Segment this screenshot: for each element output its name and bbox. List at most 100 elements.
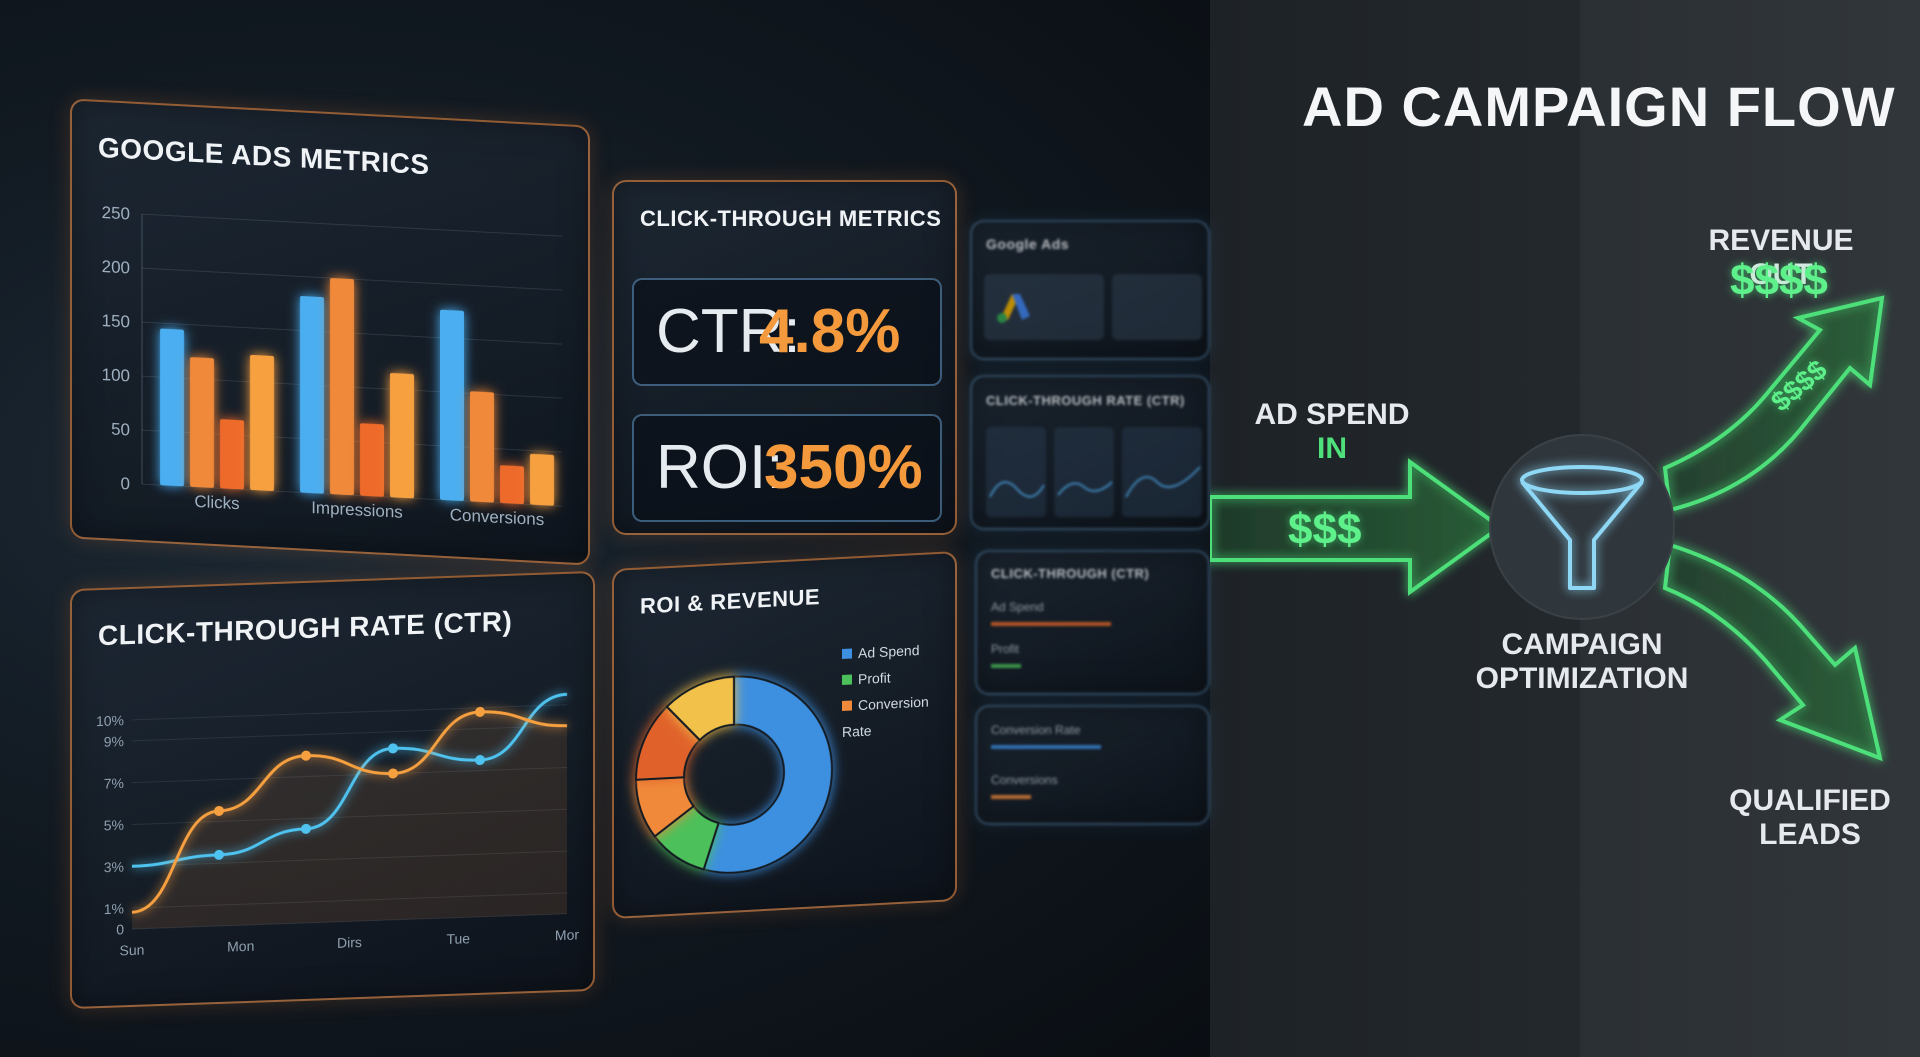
gridline — [132, 704, 567, 721]
data-point — [301, 750, 311, 761]
y-tick-label: 50 — [111, 420, 130, 440]
area-fill — [132, 711, 567, 930]
spend-in-arrow — [1210, 458, 1504, 596]
y-tick-label: 5% — [104, 817, 124, 834]
y-tick-label: 0 — [116, 921, 124, 937]
y-tick-label: 9% — [104, 733, 124, 750]
revenue-money: $$$$ — [1730, 256, 1828, 305]
legend-label: Conversion Rate — [842, 693, 929, 740]
ad-spend-label: Ad Spend — [991, 600, 1044, 614]
data-point — [388, 743, 398, 754]
optimization-node — [1489, 434, 1675, 620]
bar — [160, 328, 184, 487]
donut-chart — [634, 675, 833, 874]
bar-chart: 0 50 100 150 200 250 Clicks Impressions Conversi… — [102, 203, 562, 529]
leads-line2: LEADS — [1759, 818, 1861, 851]
roi-kpi-card: ROI: 350% — [632, 414, 942, 522]
ctr-sparkline-panel: CLICK-THROUGH RATE (CTR) — [970, 375, 1210, 530]
profit-bar — [991, 664, 1021, 668]
roi-revenue-panel: ROI & REVENUE Ad Spend Profit Conversion… — [612, 550, 957, 920]
roi-value: 350% — [764, 433, 923, 502]
spend-money: $$$ — [1288, 505, 1362, 554]
panel-title: CLICK-THROUGH METRICS — [640, 206, 942, 231]
conversions-label: Conversions — [991, 773, 1058, 787]
campaign-optimization-label: CAMPAIGN OPTIMIZATION — [1462, 628, 1702, 696]
x-tick-label: Dirs — [337, 934, 362, 951]
legend-item: Conversion Rate — [842, 687, 955, 745]
ad-spend-label: AD SPEND IN — [1232, 398, 1432, 466]
optimization-line1: CAMPAIGN — [1501, 628, 1663, 661]
bar — [300, 295, 324, 494]
ad-spend-bar — [991, 622, 1111, 626]
y-tick-label: 10% — [96, 712, 124, 729]
x-tick-label: Mor — [555, 926, 579, 943]
data-point — [388, 768, 398, 779]
y-tick-label: 3% — [104, 859, 124, 876]
data-point — [301, 823, 311, 834]
bar — [330, 278, 354, 496]
bar — [360, 423, 384, 497]
conversion-rate-label: Conversion Rate — [991, 723, 1081, 737]
x-tick-label: Clicks — [194, 492, 239, 513]
optimization-line2: OPTIMIZATION — [1475, 662, 1689, 695]
qualified-leads-label: QUALIFIED LEADS — [1710, 784, 1910, 852]
ctr-list-panel: CLICK-THROUGH (CTR) Ad Spend Profit — [975, 550, 1210, 695]
x-tick-label: Tue — [446, 930, 470, 947]
panel-title: Google Ads — [986, 236, 1070, 252]
profit-label: Profit — [991, 642, 1020, 656]
panel-title: CLICK-THROUGH RATE (CTR) — [986, 393, 1185, 408]
ad-spend-in-text: IN — [1317, 432, 1347, 465]
bar — [250, 354, 274, 491]
legend-label: Ad Spend — [858, 641, 920, 662]
donut-legend: Ad Spend Profit Conversion Rate — [842, 635, 955, 745]
legend-label: Profit — [858, 669, 891, 688]
gridline — [132, 850, 567, 867]
bar — [390, 373, 414, 499]
conversions-bar — [991, 795, 1031, 799]
gridline — [132, 892, 567, 909]
ctr-line-chart-panel: CLICK-THROUGH RATE (CTR) 0 1% 3% 5% 7% 9% 10% S… — [70, 570, 595, 1010]
ctr-value: 4.8% — [759, 297, 901, 366]
y-tick-label: 200 — [102, 257, 130, 277]
google-ads-summary-panel: Google Ads — [970, 220, 1210, 360]
x-tick-label: Sun — [120, 942, 145, 959]
bar — [440, 309, 464, 501]
roi-label: ROI: — [656, 433, 784, 502]
leads-arrow — [1662, 542, 1883, 762]
data-point — [214, 849, 224, 860]
panel-title: CLICK-THROUGH (CTR) — [991, 566, 1150, 581]
ad-spend-text: AD SPEND — [1254, 398, 1410, 431]
conversion-panel: Conversion Rate Conversions — [975, 705, 1210, 825]
y-tick-label: 250 — [102, 203, 130, 223]
y-tick-label: 150 — [102, 311, 130, 331]
x-tick-label: Impressions — [311, 498, 403, 522]
x-tick-label: Conversions — [450, 505, 544, 529]
bar — [500, 465, 524, 505]
bar — [220, 419, 244, 490]
gridline — [132, 766, 567, 784]
data-point — [475, 755, 485, 766]
gridline — [142, 213, 562, 237]
gridline — [132, 913, 567, 930]
leads-line1: QUALIFIED — [1729, 784, 1891, 817]
summary-card — [984, 274, 1104, 340]
flow-title: AD CAMPAIGN FLOW — [1302, 75, 1896, 138]
bar — [190, 357, 214, 488]
conversion-rate-bar — [991, 745, 1101, 749]
summary-card — [1112, 274, 1202, 340]
revenue-out-arrow — [1662, 295, 1885, 513]
google-ads-logo-icon — [997, 294, 1030, 323]
google-ads-metrics-panel: GOOGLE ADS METRICS 0 50 100 150 200 250 Clicks… — [70, 98, 590, 566]
y-tick-label: 7% — [104, 775, 124, 792]
donut-slice — [665, 675, 735, 742]
line-chart: 0 1% 3% 5% 7% 9% 10% Sun Mon Dirs Tue Mor — [96, 692, 579, 959]
bar — [470, 391, 494, 503]
data-point — [475, 706, 485, 717]
donut-slice — [702, 675, 833, 874]
ctr-kpi-card: CTR: 4.8% — [632, 278, 942, 386]
bar — [530, 453, 554, 506]
funnel-icon — [1520, 465, 1644, 590]
y-tick-label: 1% — [104, 900, 124, 917]
y-tick-label: 100 — [102, 365, 130, 385]
gridline — [132, 725, 567, 742]
